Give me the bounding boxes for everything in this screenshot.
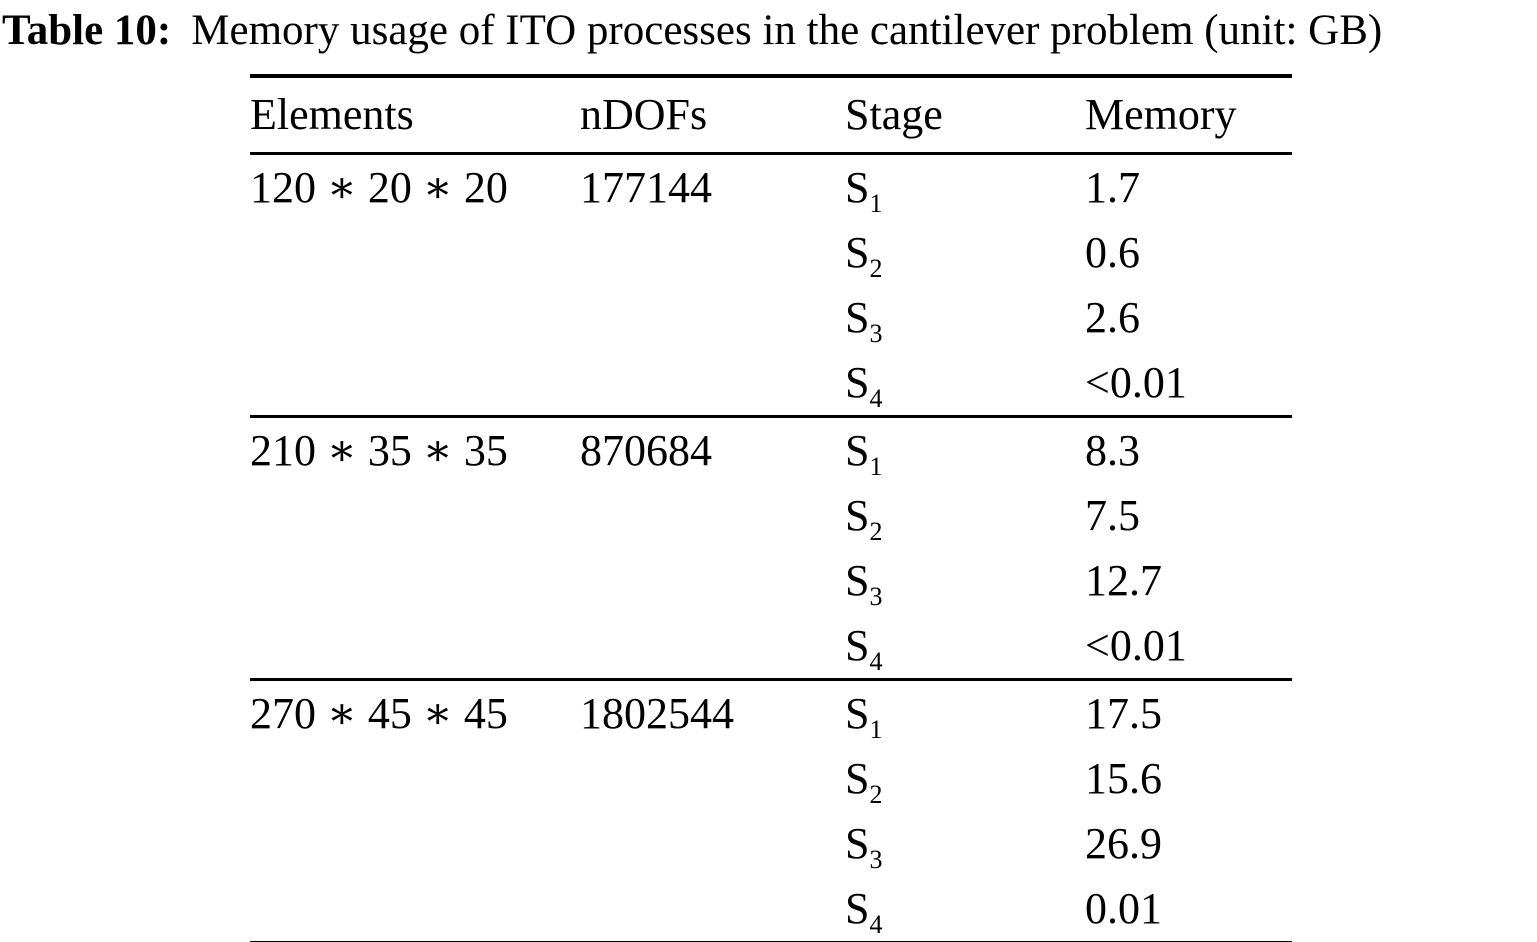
table-row: S2 7.5 bbox=[250, 483, 1292, 548]
stage-label: S bbox=[845, 228, 870, 277]
memory-cell: 26.9 bbox=[1085, 819, 1162, 868]
elements-cell: 120 ∗ 20 ∗ 20 bbox=[250, 163, 508, 212]
memory-cell: <0.01 bbox=[1085, 621, 1187, 670]
table-row: S4 <0.01 bbox=[250, 613, 1292, 680]
memory-usage-table: Elements nDOFs Stage Memory 120 ∗ 20 ∗ 2… bbox=[250, 74, 1292, 942]
stage-subscript: 4 bbox=[869, 383, 883, 413]
stage-cell: S4 bbox=[845, 876, 1085, 942]
stage-subscript: 3 bbox=[869, 581, 883, 611]
table-row: S2 0.6 bbox=[250, 220, 1292, 285]
table-row: S4 0.01 bbox=[250, 876, 1292, 942]
stage-cell: S3 bbox=[845, 285, 1085, 350]
memory-cell: 0.6 bbox=[1085, 228, 1140, 277]
table-row: S2 15.6 bbox=[250, 746, 1292, 811]
stage-cell: S2 bbox=[845, 483, 1085, 548]
col-header-ndofs: nDOFs bbox=[580, 90, 708, 139]
stage-subscript: 4 bbox=[869, 909, 883, 939]
memory-cell: 8.3 bbox=[1085, 426, 1140, 475]
stage-label: S bbox=[845, 358, 870, 407]
stage-subscript: 2 bbox=[869, 253, 883, 283]
elements-cell: 270 ∗ 45 ∗ 45 bbox=[250, 689, 508, 738]
mesh-group-1: 120 ∗ 20 ∗ 20 177144 S1 1.7 S2 0.6 S3 2.… bbox=[250, 154, 1292, 417]
table-row: S4 <0.01 bbox=[250, 350, 1292, 417]
table-caption-text: Memory usage of ITO processes in the can… bbox=[191, 7, 1383, 54]
stage-cell: S1 bbox=[845, 417, 1085, 484]
stage-subscript: 1 bbox=[869, 451, 883, 481]
table-row: S3 26.9 bbox=[250, 811, 1292, 876]
stage-label: S bbox=[845, 884, 870, 933]
memory-cell: 7.5 bbox=[1085, 491, 1140, 540]
memory-cell: 0.01 bbox=[1085, 884, 1162, 933]
memory-cell: 17.5 bbox=[1085, 689, 1162, 738]
memory-cell: 15.6 bbox=[1085, 754, 1162, 803]
stage-subscript: 4 bbox=[869, 646, 883, 676]
elements-cell: 210 ∗ 35 ∗ 35 bbox=[250, 426, 508, 475]
col-header-stage: Stage bbox=[845, 90, 943, 139]
col-header-elements: Elements bbox=[250, 90, 414, 139]
stage-subscript: 1 bbox=[869, 714, 883, 744]
table-caption-label: Table 10: bbox=[2, 7, 172, 54]
stage-cell: S4 bbox=[845, 350, 1085, 417]
stage-label: S bbox=[845, 293, 870, 342]
stage-label: S bbox=[845, 621, 870, 670]
stage-cell: S1 bbox=[845, 680, 1085, 747]
stage-cell: S2 bbox=[845, 220, 1085, 285]
stage-cell: S4 bbox=[845, 613, 1085, 680]
stage-label: S bbox=[845, 689, 870, 738]
col-header-memory: Memory bbox=[1085, 90, 1237, 139]
table-row: 270 ∗ 45 ∗ 45 1802544 S1 17.5 bbox=[250, 680, 1292, 747]
memory-cell: 12.7 bbox=[1085, 556, 1162, 605]
table-row: 210 ∗ 35 ∗ 35 870684 S1 8.3 bbox=[250, 417, 1292, 484]
mesh-group-3: 270 ∗ 45 ∗ 45 1802544 S1 17.5 S2 15.6 S3… bbox=[250, 680, 1292, 942]
stage-label: S bbox=[845, 163, 870, 212]
ndofs-cell: 1802544 bbox=[580, 689, 734, 738]
header-row: Elements nDOFs Stage Memory bbox=[250, 76, 1292, 154]
stage-subscript: 1 bbox=[869, 188, 883, 218]
table-row: 120 ∗ 20 ∗ 20 177144 S1 1.7 bbox=[250, 154, 1292, 221]
table-row: S3 12.7 bbox=[250, 548, 1292, 613]
memory-cell: <0.01 bbox=[1085, 358, 1187, 407]
stage-cell: S1 bbox=[845, 154, 1085, 221]
stage-subscript: 3 bbox=[869, 318, 883, 348]
stage-cell: S3 bbox=[845, 548, 1085, 613]
stage-label: S bbox=[845, 556, 870, 605]
stage-label: S bbox=[845, 491, 870, 540]
stage-subscript: 3 bbox=[869, 844, 883, 874]
stage-subscript: 2 bbox=[869, 516, 883, 546]
table-caption: Table 10: Memory usage of ITO processes i… bbox=[2, 6, 1537, 56]
stage-cell: S3 bbox=[845, 811, 1085, 876]
memory-cell: 2.6 bbox=[1085, 293, 1140, 342]
table-row: S3 2.6 bbox=[250, 285, 1292, 350]
stage-label: S bbox=[845, 754, 870, 803]
mesh-group-2: 210 ∗ 35 ∗ 35 870684 S1 8.3 S2 7.5 S3 12… bbox=[250, 417, 1292, 680]
stage-cell: S2 bbox=[845, 746, 1085, 811]
memory-cell: 1.7 bbox=[1085, 163, 1140, 212]
stage-label: S bbox=[845, 426, 870, 475]
stage-label: S bbox=[845, 819, 870, 868]
ndofs-cell: 870684 bbox=[580, 426, 712, 475]
ndofs-cell: 177144 bbox=[580, 163, 712, 212]
paper-table-figure: Table 10: Memory usage of ITO processes i… bbox=[0, 6, 1537, 942]
stage-subscript: 2 bbox=[869, 779, 883, 809]
